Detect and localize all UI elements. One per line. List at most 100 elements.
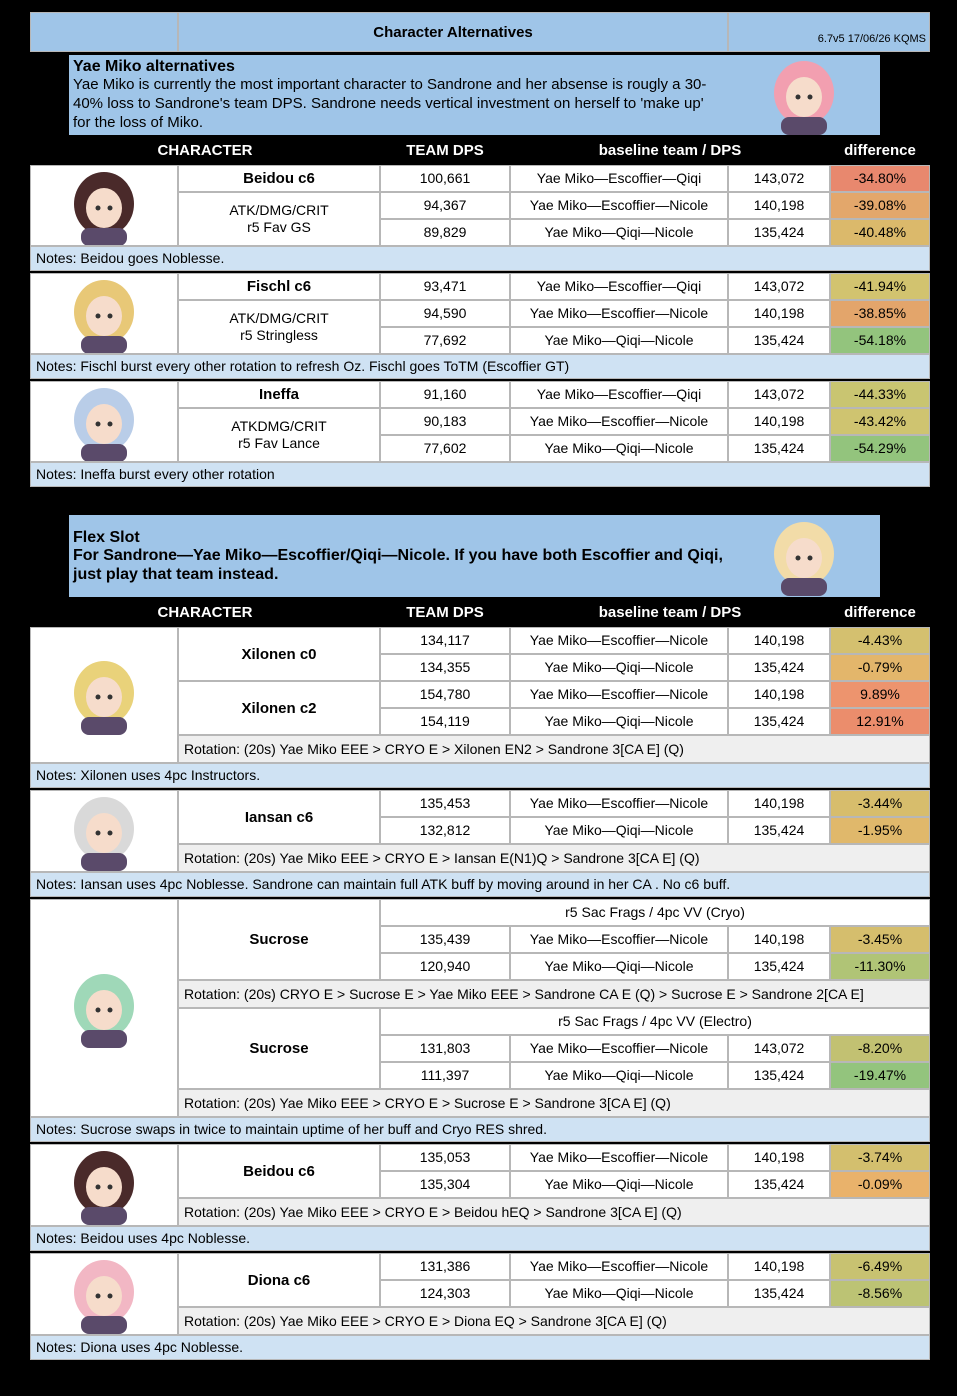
team-dps: 135,304 — [380, 1171, 510, 1198]
difference: -1.95% — [830, 817, 930, 844]
difference: -40.48% — [830, 219, 930, 246]
portrait — [74, 661, 134, 735]
column-header: baseline team / DPS — [510, 136, 830, 164]
note: Notes: Beidou goes Noblesse. — [30, 246, 930, 271]
character-name: Beidou c6 — [178, 1144, 380, 1198]
team-dps: 154,780 — [380, 681, 510, 708]
team-dps: 77,692 — [380, 327, 510, 354]
difference: -8.20% — [830, 1035, 930, 1062]
build-line: r5 Fav Lance — [238, 435, 320, 451]
team-dps: 131,803 — [380, 1035, 510, 1062]
difference: 12.91% — [830, 708, 930, 735]
baseline-team: Yae Miko—Qiqi—Nicole — [510, 219, 728, 246]
character-name: Ineffa — [178, 381, 380, 408]
portrait — [74, 171, 134, 245]
difference: -3.74% — [830, 1144, 930, 1171]
baseline-team: Yae Miko—Qiqi—Nicole — [510, 1062, 728, 1089]
team-dps: 90,183 — [380, 408, 510, 435]
baseline-team: Yae Miko—Escoffier—Nicole — [510, 408, 728, 435]
difference: 9.89% — [830, 681, 930, 708]
build: ATK/DMG/CRIT r5 Fav GS — [178, 192, 380, 246]
section-title: Yae Miko alternatives — [73, 58, 235, 75]
baseline-team: Yae Miko—Escoffier—Nicole — [510, 926, 728, 953]
baseline-dps: 140,198 — [728, 300, 830, 327]
team-dps: 100,661 — [380, 165, 510, 192]
baseline-team: Yae Miko—Escoffier—Qiqi — [510, 165, 728, 192]
column-header: difference — [830, 136, 930, 164]
team-dps: 131,386 — [380, 1253, 510, 1280]
baseline-dps: 140,198 — [728, 1253, 830, 1280]
baseline-team: Yae Miko—Qiqi—Nicole — [510, 654, 728, 681]
team-dps: 120,940 — [380, 953, 510, 980]
column-header: baseline team / DPS — [510, 598, 830, 626]
baseline-dps: 135,424 — [728, 708, 830, 735]
rotation: Rotation: (20s) Yae Miko EEE > CRYO E > … — [178, 1307, 930, 1335]
baseline-team: Yae Miko—Escoffier—Nicole — [510, 681, 728, 708]
version: 6.7v5 17/06/26 KQMS — [728, 12, 930, 52]
column-header: TEAM DPS — [380, 136, 510, 164]
baseline-team: Yae Miko—Qiqi—Nicole — [510, 953, 728, 980]
variant: r5 Sac Frags / 4pc VV (Cryo) — [380, 899, 930, 926]
baseline-dps: 140,198 — [728, 1144, 830, 1171]
note: Notes: Beidou uses 4pc Noblesse. — [30, 1226, 930, 1251]
difference: -41.94% — [830, 273, 930, 300]
section-title: Flex Slot — [73, 528, 140, 546]
baseline-dps: 143,072 — [728, 165, 830, 192]
character-portrait — [30, 1144, 178, 1226]
team-dps: 135,439 — [380, 926, 510, 953]
baseline-dps: 140,198 — [728, 790, 830, 817]
section-header: Yae Miko alternatives Yae Miko is current… — [69, 55, 728, 135]
header-cell — [30, 12, 178, 52]
portrait — [74, 1151, 134, 1225]
difference: -0.09% — [830, 1171, 930, 1198]
character-name: Sucrose — [178, 899, 380, 980]
character-name: Beidou c6 — [178, 165, 380, 192]
difference: -38.85% — [830, 300, 930, 327]
variant: r5 Sac Frags / 4pc VV (Electro) — [380, 1008, 930, 1035]
build-line: ATK/DMG/CRIT — [229, 310, 329, 326]
baseline-dps: 135,424 — [728, 219, 830, 246]
baseline-dps: 140,198 — [728, 627, 830, 654]
baseline-dps: 135,424 — [728, 654, 830, 681]
character-portrait — [30, 165, 178, 246]
section-description: For Sandrone—Yae Miko—Escoffier/Qiqi—Nic… — [73, 546, 723, 583]
character-name: Fischl c6 — [178, 273, 380, 300]
baseline-team: Yae Miko—Qiqi—Nicole — [510, 1280, 728, 1307]
rotation: Rotation: (20s) CRYO E > Sucrose E > Yae… — [178, 980, 930, 1008]
section-portrait — [728, 55, 880, 135]
difference: -54.18% — [830, 327, 930, 354]
build-line: r5 Fav GS — [247, 219, 311, 235]
baseline-team: Yae Miko—Qiqi—Nicole — [510, 435, 728, 462]
build-line: r5 Stringless — [240, 327, 318, 343]
baseline-team: Yae Miko—Escoffier—Nicole — [510, 627, 728, 654]
difference: -54.29% — [830, 435, 930, 462]
team-dps: 132,812 — [380, 817, 510, 844]
portrait — [74, 387, 134, 461]
baseline-team: Yae Miko—Escoffier—Qiqi — [510, 273, 728, 300]
build: ATK/DMG/CRIT r5 Stringless — [178, 300, 380, 354]
difference: -4.43% — [830, 627, 930, 654]
team-dps: 94,590 — [380, 300, 510, 327]
baseline-dps: 140,198 — [728, 192, 830, 219]
difference: -43.42% — [830, 408, 930, 435]
difference: -0.79% — [830, 654, 930, 681]
column-header: TEAM DPS — [380, 598, 510, 626]
character-name: Iansan c6 — [178, 790, 380, 844]
build-line: ATKDMG/CRIT — [231, 418, 327, 434]
team-dps: 134,117 — [380, 627, 510, 654]
baseline-dps: 135,424 — [728, 953, 830, 980]
character-portrait — [30, 627, 178, 763]
baseline-dps: 140,198 — [728, 681, 830, 708]
section-description: Yae Miko is currently the most important… — [73, 76, 707, 131]
character-portrait — [30, 790, 178, 872]
rotation: Rotation: (20s) Yae Miko EEE > CRYO E > … — [178, 1089, 930, 1117]
baseline-dps: 143,072 — [728, 1035, 830, 1062]
difference: -44.33% — [830, 381, 930, 408]
difference: -6.49% — [830, 1253, 930, 1280]
team-dps: 135,453 — [380, 790, 510, 817]
rotation: Rotation: (20s) Yae Miko EEE > CRYO E > … — [178, 844, 930, 872]
baseline-team: Yae Miko—Qiqi—Nicole — [510, 817, 728, 844]
portrait — [74, 1260, 134, 1334]
character-name: Sucrose — [178, 1008, 380, 1089]
